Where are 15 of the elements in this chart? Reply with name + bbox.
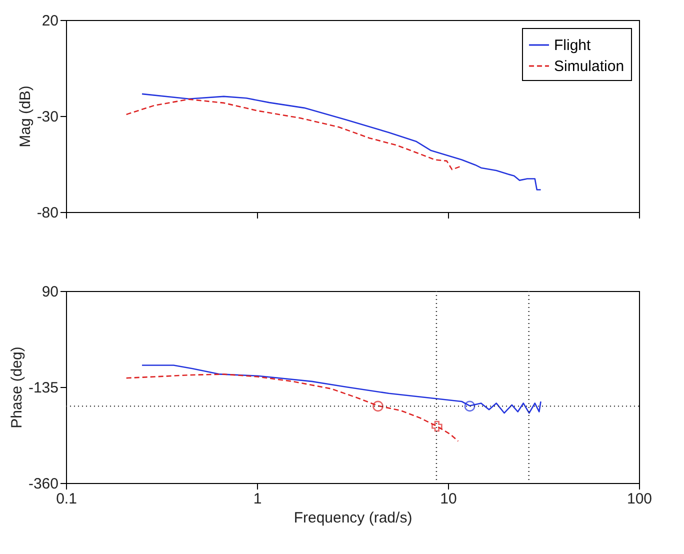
legend-label: Flight bbox=[554, 37, 592, 54]
legend-label: Simulation bbox=[554, 58, 624, 75]
x-tick-label: 10 bbox=[440, 490, 457, 508]
y-tick-label: -135 bbox=[28, 380, 58, 396]
y-axis-title: Mag (dB) bbox=[16, 86, 34, 148]
x-tick-label: 1 bbox=[253, 490, 262, 508]
x-axis-title: Frequency (rad/s) bbox=[294, 510, 412, 526]
y-tick-label: -30 bbox=[36, 108, 58, 126]
y-tick-label: -80 bbox=[36, 204, 58, 222]
x-tick-label: 100 bbox=[626, 490, 652, 508]
y-tick-label: 90 bbox=[42, 284, 58, 300]
y-tick-label: -360 bbox=[28, 476, 58, 492]
y-axis-title: Phase (deg) bbox=[8, 346, 26, 428]
x-tick-label: 0.1 bbox=[56, 490, 77, 508]
y-tick-label: 20 bbox=[42, 12, 58, 30]
